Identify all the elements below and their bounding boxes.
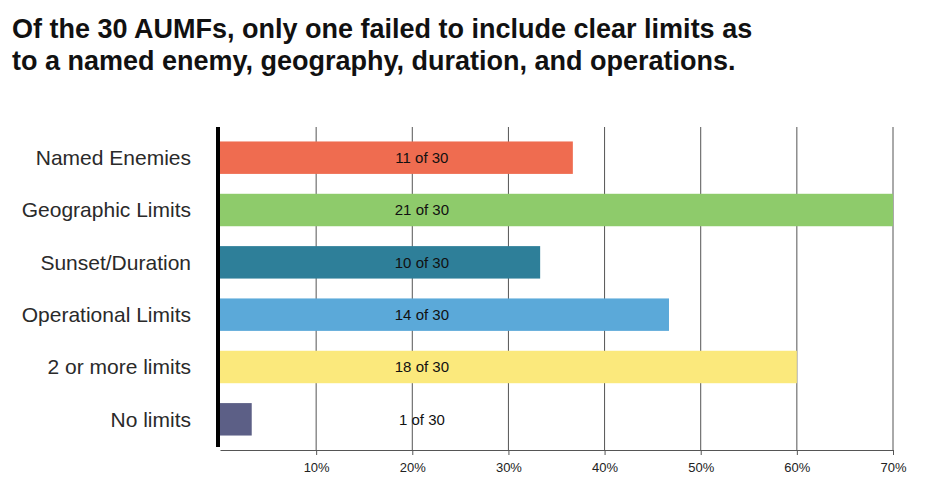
tick-label: 60%	[784, 460, 810, 475]
grid-line	[316, 127, 317, 450]
tick-mark	[316, 450, 317, 455]
grid-line	[796, 127, 797, 450]
bar	[220, 403, 252, 435]
tick: 60%	[784, 450, 810, 475]
tick-label: 40%	[592, 460, 618, 475]
y-axis-line	[216, 127, 220, 447]
category-labels: Named Enemies Geographic Limits Sunset/Dur…	[22, 146, 191, 431]
bar	[220, 351, 797, 383]
bars	[220, 141, 893, 435]
category-label: Geographic Limits	[22, 198, 191, 221]
tick-label: 10%	[304, 460, 330, 475]
data-label: 14 of 30	[395, 306, 449, 323]
grid-line	[604, 127, 605, 450]
bar	[220, 298, 669, 330]
tick-label: 20%	[400, 460, 426, 475]
tick-mark	[412, 450, 413, 455]
grid-line	[893, 127, 894, 450]
tick-label: 70%	[880, 460, 906, 475]
tick-mark	[701, 450, 702, 455]
data-label: 10 of 30	[395, 254, 449, 271]
tick: 70%	[880, 450, 906, 475]
tick: 40%	[592, 450, 618, 475]
data-labels: 11 of 30 21 of 30 10 of 30 14 of 30 18 of 30…	[395, 149, 449, 428]
grid-line	[700, 127, 701, 450]
grid-line	[412, 127, 413, 450]
grid-line	[508, 127, 509, 450]
tick-label: 50%	[688, 460, 714, 475]
chart: Of the 30 AUMFs, only one failed to incl…	[0, 0, 936, 500]
bar	[220, 141, 573, 173]
axis-line	[221, 450, 894, 451]
data-label: 1 of 30	[399, 411, 445, 428]
bar	[220, 194, 893, 226]
tick: 30%	[496, 450, 522, 475]
title: Of the 30 AUMFs, only one failed to incl…	[12, 14, 752, 44]
title: to a named enemy, geography, duration, a…	[12, 46, 736, 76]
data-label: 11 of 30	[395, 149, 448, 166]
tick: 10%	[304, 450, 330, 475]
data-label: 18 of 30	[395, 358, 449, 375]
tick-mark	[797, 450, 798, 455]
tick: 20%	[400, 450, 426, 475]
x-axis: 10% 20% 30% 40% 50% 60% 70%	[221, 450, 907, 475]
category-label: 2 or more limits	[47, 355, 191, 378]
data-label: 21 of 30	[395, 201, 449, 218]
tick: 50%	[688, 450, 714, 475]
tick-mark	[893, 450, 894, 455]
grid	[316, 127, 893, 450]
category-label: Sunset/Duration	[40, 251, 191, 274]
bar	[220, 246, 540, 278]
category-label: No limits	[110, 408, 191, 431]
tick-label: 30%	[496, 460, 522, 475]
tick-mark	[508, 450, 509, 455]
category-label: Operational Limits	[22, 303, 191, 326]
tick-mark	[605, 450, 606, 455]
category-label: Named Enemies	[36, 146, 191, 169]
